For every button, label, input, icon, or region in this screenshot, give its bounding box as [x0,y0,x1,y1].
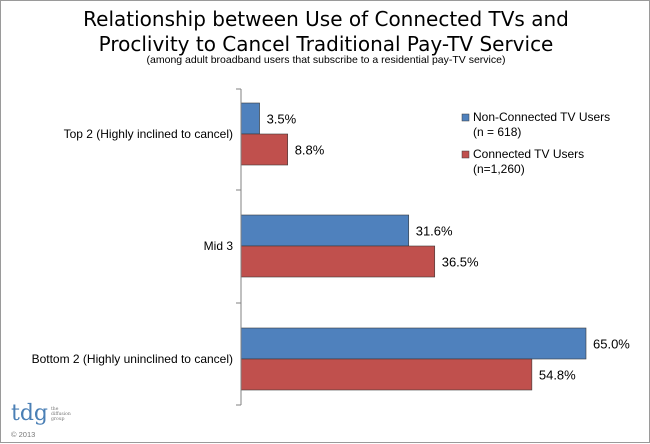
data-label-1-2: 54.8% [539,368,576,383]
data-label-0-1: 31.6% [416,224,453,239]
chart-title: Relationship between Use of Connected TV… [1,7,650,57]
copyright-notice: © 2013 [11,430,36,439]
chart-subtitle: (among adult broadband users that subscr… [146,54,506,66]
logo-wordmark: tdg [11,401,49,426]
bar-non-connected-0 [240,102,260,135]
legend-sublabel-0: (n = 618) [473,125,521,139]
tdg-logo: tdg the diffusion group [11,403,71,439]
bar-connected-2 [240,358,533,391]
chart-title-line-2: Proclivity to Cancel Traditional Pay-TV … [98,32,554,56]
bar-non-connected-2 [240,327,587,360]
bar-connected-0 [240,133,289,166]
legend-swatch-1 [461,150,470,159]
data-label-0-0: 3.5% [267,112,297,127]
legend-label-1: Connected TV Users [473,147,584,161]
chart-title-line-1: Relationship between Use of Connected TV… [83,7,569,31]
data-label-0-2: 65.0% [593,337,630,352]
logo-tagline: the diffusion group [51,407,71,422]
bar-connected-1 [240,245,436,278]
bar-non-connected-1 [240,214,410,247]
data-label-1-1: 36.5% [442,255,479,270]
category-label-1: Mid 3 [204,239,234,253]
legend-swatch-0 [461,113,470,122]
legend-sublabel-1: (n=1,260) [473,162,525,176]
legend-label-0: Non-Connected TV Users [473,110,610,124]
data-label-1-0: 8.8% [295,143,325,158]
category-label-2: Bottom 2 (Highly uninclined to cancel) [32,352,233,366]
category-label-0: Top 2 (Highly inclined to cancel) [64,127,233,141]
